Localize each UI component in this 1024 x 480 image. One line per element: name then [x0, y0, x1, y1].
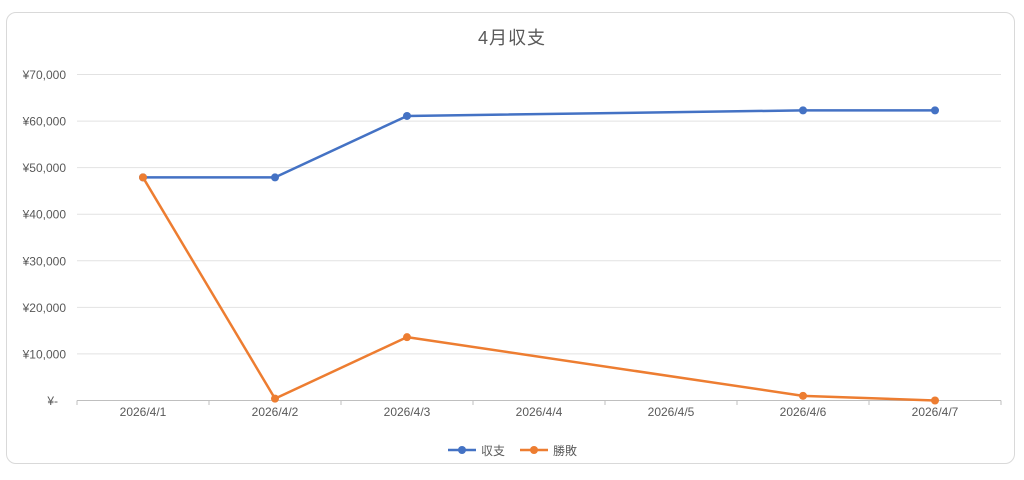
- x-axis-label[interactable]: 2026/4/7: [912, 405, 959, 419]
- y-axis-label[interactable]: ¥60,000: [22, 115, 67, 129]
- chart-legend[interactable]: 収支 勝敗: [0, 442, 1024, 459]
- series-0-marker[interactable]: [271, 173, 279, 182]
- x-axis-label[interactable]: 2026/4/5: [648, 405, 695, 419]
- x-axis-label[interactable]: 2026/4/2: [252, 405, 299, 419]
- chart-frame[interactable]: [6, 12, 1015, 464]
- legend-label: 収支: [480, 443, 505, 458]
- x-axis-label[interactable]: 2026/4/3: [384, 405, 431, 419]
- legend-label: 勝敗: [553, 443, 578, 458]
- series-1-marker[interactable]: [403, 333, 411, 342]
- x-axis-label[interactable]: 2026/4/4: [516, 405, 563, 419]
- series-1-marker[interactable]: [799, 391, 807, 400]
- series-0-marker[interactable]: [931, 106, 939, 115]
- y-axis-label[interactable]: ¥70,000: [22, 68, 67, 82]
- y-axis-label[interactable]: ¥10,000: [22, 347, 67, 361]
- series-0-marker[interactable]: [403, 111, 411, 120]
- series-1-marker[interactable]: [139, 173, 147, 182]
- x-axis-label[interactable]: 2026/4/6: [780, 405, 827, 419]
- series-1-marker[interactable]: [931, 396, 939, 405]
- y-axis-label[interactable]: ¥20,000: [22, 301, 67, 315]
- legend-item-series-0[interactable]: 収支: [447, 442, 505, 459]
- x-axis-label[interactable]: 2026/4/1: [120, 405, 167, 419]
- series-1-marker[interactable]: [271, 394, 279, 403]
- legend-line-marker-icon: [447, 446, 476, 454]
- legend-item-series-1[interactable]: 勝敗: [519, 442, 577, 459]
- series-0-marker[interactable]: [799, 106, 807, 115]
- series-1-line[interactable]: [141, 176, 937, 402]
- y-axis-label[interactable]: ¥-: [46, 394, 58, 408]
- y-axis-label[interactable]: ¥50,000: [22, 161, 67, 175]
- legend-line-marker-icon: [520, 446, 548, 454]
- chart-title[interactable]: 4月収支: [477, 28, 546, 48]
- y-axis-label[interactable]: ¥40,000: [22, 208, 67, 222]
- y-axis-label[interactable]: ¥30,000: [22, 254, 67, 268]
